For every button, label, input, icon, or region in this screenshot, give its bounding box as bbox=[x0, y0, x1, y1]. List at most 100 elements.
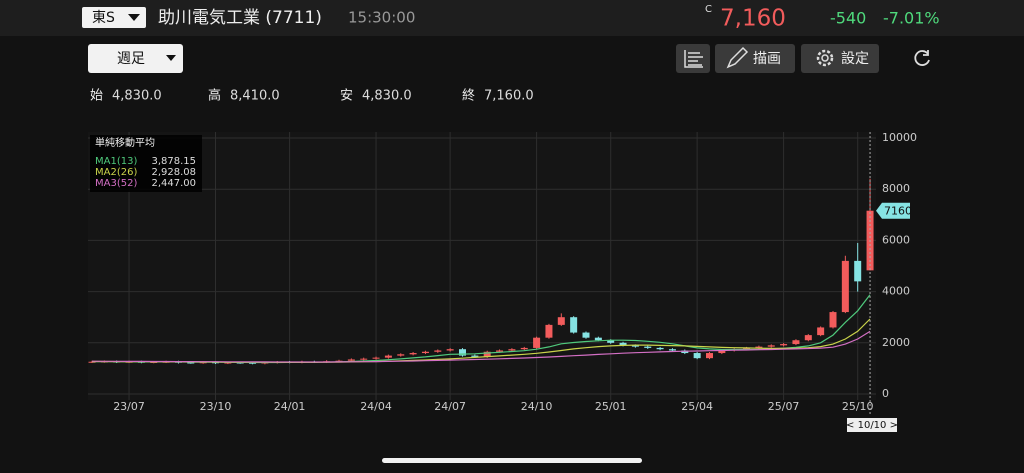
candle-body bbox=[199, 362, 207, 364]
dropdown-arrow bbox=[128, 14, 140, 21]
x-tick-label: 24/04 bbox=[360, 400, 392, 413]
draw-label: 描画 bbox=[753, 51, 781, 67]
x-tick-label: 24/01 bbox=[274, 400, 306, 413]
summary-value: 4,830.0 bbox=[112, 89, 162, 104]
y-tick-label: 0 bbox=[882, 387, 889, 400]
legend-name: MA3(52) bbox=[95, 178, 137, 189]
period-select[interactable] bbox=[88, 44, 183, 73]
price-tag-label: 7160 bbox=[884, 205, 912, 218]
chart: 0 2000 4000 6000 8000 10000 23/07 23/10 24/01 24/… bbox=[88, 131, 917, 432]
gear-icon bbox=[816, 49, 834, 67]
candle-body bbox=[804, 335, 812, 341]
candle-body bbox=[409, 353, 417, 355]
market-select[interactable] bbox=[82, 7, 146, 28]
ohlc-summary: 始 4,830.0 高 8,410.0 安 4,830.0 終 7,160.0 bbox=[90, 88, 534, 104]
candle-body bbox=[150, 362, 158, 363]
legend-name: MA1(13) bbox=[95, 156, 137, 167]
summary-value: 7,160.0 bbox=[484, 89, 534, 104]
candle-body bbox=[817, 327, 825, 336]
x-tick-label: 25/10 bbox=[842, 400, 874, 413]
candle-body bbox=[607, 340, 615, 343]
candle-body bbox=[718, 350, 726, 354]
summary-label: 始 bbox=[90, 89, 103, 104]
price: 7,160 bbox=[720, 6, 786, 32]
plot-area bbox=[88, 132, 876, 400]
y-tick-label: 4000 bbox=[882, 285, 910, 298]
candle-body bbox=[570, 317, 578, 333]
candle-body bbox=[236, 362, 244, 364]
candle-body bbox=[520, 347, 528, 350]
candle-body bbox=[360, 358, 368, 360]
summary-value: 8,410.0 bbox=[230, 89, 280, 104]
candle-body bbox=[631, 345, 639, 347]
candle-body bbox=[397, 354, 405, 356]
refresh-button[interactable] bbox=[914, 50, 930, 66]
candle-body bbox=[496, 350, 504, 352]
change: -540 bbox=[830, 9, 866, 28]
candle-body bbox=[508, 349, 516, 351]
candle-body bbox=[841, 260, 849, 313]
candle-body bbox=[644, 346, 652, 348]
x-tick-label: 25/07 bbox=[768, 400, 800, 413]
candle-body bbox=[434, 350, 442, 352]
legend-value: 2,928.08 bbox=[151, 167, 196, 178]
pencil-icon bbox=[726, 46, 749, 69]
candle-body bbox=[249, 362, 257, 364]
candle-body bbox=[384, 355, 392, 358]
x-tick-label: 24/10 bbox=[521, 400, 553, 413]
candle-body bbox=[347, 359, 355, 361]
candle-body bbox=[224, 362, 232, 364]
candle-body bbox=[743, 347, 751, 350]
summary-label: 高 bbox=[208, 88, 221, 104]
candle-body bbox=[693, 353, 701, 359]
candle-body bbox=[187, 362, 195, 364]
period: 週足 bbox=[117, 51, 145, 67]
legend-box bbox=[90, 135, 202, 192]
time: 15:30:00 bbox=[348, 9, 415, 27]
candle-body bbox=[533, 337, 541, 348]
stock-name: 助川電気工業 (7711) bbox=[158, 8, 322, 28]
x-tick-label: 23/07 bbox=[113, 400, 145, 413]
x-tick-label: 25/01 bbox=[595, 400, 627, 413]
candle-body bbox=[780, 344, 788, 346]
candle-body bbox=[545, 324, 553, 338]
price-flag: C bbox=[705, 4, 712, 15]
settings-button[interactable] bbox=[801, 44, 879, 73]
settings-label: 設定 bbox=[841, 51, 869, 67]
legend-name: MA2(26) bbox=[95, 167, 137, 178]
candle-body bbox=[557, 317, 565, 325]
candle-body bbox=[755, 346, 763, 348]
home-indicator bbox=[382, 458, 642, 463]
y-tick-label: 8000 bbox=[882, 182, 910, 195]
candle-body bbox=[668, 349, 676, 351]
candle-body bbox=[656, 347, 664, 350]
cursor-box bbox=[847, 418, 897, 432]
candle-body bbox=[767, 345, 775, 347]
draw-button[interactable] bbox=[715, 44, 795, 73]
ma-line bbox=[91, 330, 871, 363]
candle-body bbox=[829, 312, 837, 328]
candle-body bbox=[471, 355, 479, 357]
candle-body bbox=[619, 342, 627, 346]
summary-label: 安 bbox=[340, 89, 353, 104]
x-tick-label: 25/04 bbox=[681, 400, 713, 413]
y-tick-label: 2000 bbox=[882, 336, 910, 349]
summary-label: 終 bbox=[462, 88, 475, 104]
candle-body bbox=[421, 351, 429, 354]
change-pct: -7.01% bbox=[883, 9, 940, 28]
indicator-button[interactable] bbox=[676, 44, 710, 73]
dropdown-arrow bbox=[166, 55, 176, 61]
candle-body bbox=[854, 260, 862, 282]
cursor-label: < 10/10 > bbox=[846, 420, 898, 431]
candle-body bbox=[483, 351, 491, 357]
x-tick-label: 24/07 bbox=[434, 400, 466, 413]
legend-value: 2,447.00 bbox=[151, 178, 196, 189]
candle-body bbox=[706, 353, 713, 359]
candle-body bbox=[459, 349, 466, 356]
x-tick-label: 23/10 bbox=[200, 400, 232, 413]
y-tick-label: 10000 bbox=[882, 131, 917, 144]
price-tag bbox=[876, 202, 910, 219]
candle-body bbox=[582, 332, 590, 338]
